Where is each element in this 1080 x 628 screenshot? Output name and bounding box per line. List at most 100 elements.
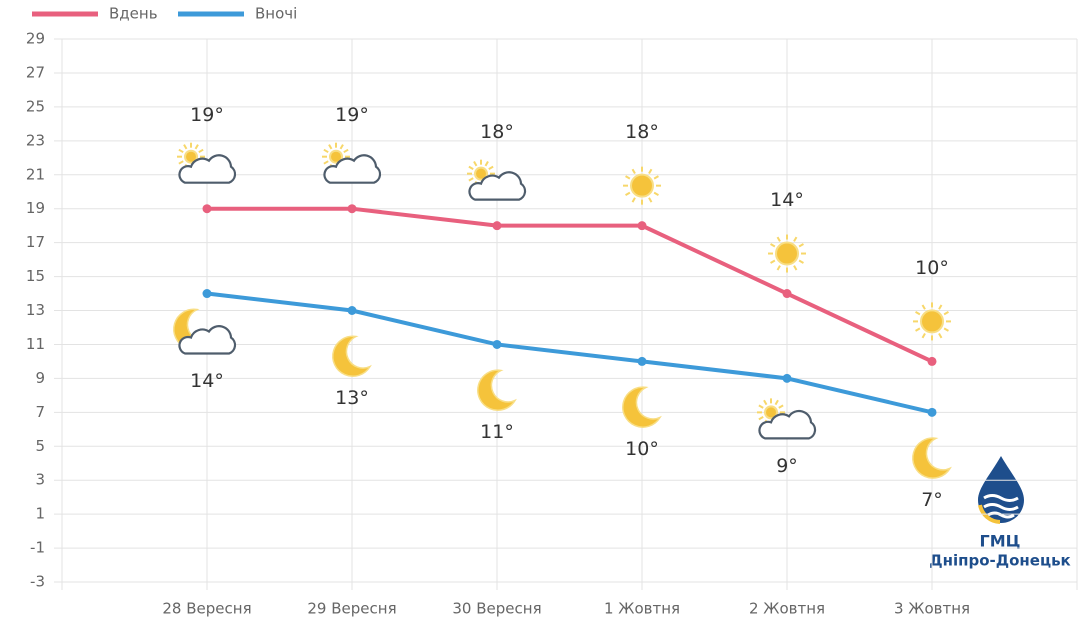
sun-icon: [177, 142, 205, 171]
value-label: 18°: [480, 121, 514, 143]
moon-icon: [912, 437, 952, 479]
y-tick-label: 15: [26, 267, 45, 285]
x-tick-label: 28 Вересня: [162, 600, 251, 618]
value-label: 10°: [915, 257, 949, 279]
y-tick-label: 25: [26, 97, 45, 115]
sun-ray: [770, 243, 776, 248]
value-label: 7°: [921, 489, 943, 511]
legend-label: Вдень: [109, 5, 158, 23]
sun-ray: [776, 236, 781, 242]
point: [927, 356, 937, 366]
series-line: [207, 206, 933, 364]
sun-ray: [484, 161, 489, 167]
sun-icon: [913, 302, 951, 341]
x-tick-label: 1 Жовтня: [604, 600, 680, 618]
value-label: 13°: [335, 387, 369, 409]
point: [202, 289, 212, 299]
sun-ray: [793, 265, 798, 271]
y-tick-label: 3: [35, 471, 45, 489]
point: [492, 221, 502, 231]
y-tick-label: 29: [26, 30, 45, 48]
sun-ray: [915, 311, 921, 316]
cloud-icon: [178, 154, 237, 184]
sun-disc: [329, 149, 343, 164]
sun-ray: [653, 191, 659, 197]
cloud-icon: [468, 171, 527, 201]
sun-ray: [938, 304, 943, 310]
point: [202, 204, 212, 214]
point: [492, 339, 502, 349]
y-tick-label: 27: [26, 63, 45, 81]
value-label: 9°: [776, 455, 798, 477]
sun-ray: [625, 191, 631, 197]
logo: ГМЦ Дніпро-Донецьк: [929, 456, 1071, 570]
sun-ray: [943, 327, 949, 332]
sun-ray: [323, 160, 329, 165]
x-tick-label: 29 Вересня: [307, 600, 396, 618]
sun-ray: [339, 144, 344, 150]
sun-ray: [915, 327, 921, 332]
y-tick-label: 19: [26, 199, 45, 217]
sun-ray: [468, 165, 474, 171]
point: [927, 407, 937, 417]
sun-ray: [198, 148, 204, 154]
legend-label: Вночі: [255, 5, 297, 23]
value-label: 19°: [335, 104, 369, 126]
sun-ray: [648, 197, 653, 203]
y-tick-label: 17: [26, 233, 45, 251]
sun-ray: [774, 399, 779, 406]
value-label: 18°: [625, 121, 659, 143]
y-tick-label: -1: [30, 539, 45, 557]
point: [637, 356, 647, 366]
sun-ray: [343, 148, 349, 154]
y-tick-label: 7: [35, 403, 45, 421]
sun-disc: [474, 166, 488, 181]
sun-ray: [758, 416, 764, 421]
sun-disc: [184, 149, 198, 164]
sun-ray: [938, 333, 943, 339]
y-tick-label: 1: [35, 505, 45, 523]
sun-ray: [631, 168, 636, 175]
logo-waves: [983, 494, 1019, 519]
value-label: 14°: [190, 370, 224, 392]
y-tick-label: -3: [30, 573, 45, 591]
sun-ray: [793, 236, 798, 242]
x-tick-label: 2 Жовтня: [749, 600, 825, 618]
y-tick-label: 9: [35, 369, 45, 387]
moon-icon: [332, 335, 372, 377]
sun-ray: [770, 259, 776, 264]
sun-ray: [328, 144, 333, 150]
y-tick-label: 21: [26, 165, 45, 183]
sun-ray: [776, 265, 781, 271]
logo-arc: [978, 504, 1001, 524]
sun-icon: [768, 234, 806, 273]
sun-ray: [323, 148, 329, 154]
sun-ray: [473, 161, 478, 167]
y-tick-label: 11: [26, 335, 45, 353]
sun-ray: [763, 399, 768, 406]
y-tick-label: 23: [26, 131, 45, 149]
sun-ray: [631, 197, 636, 203]
sun-disc: [764, 405, 778, 420]
y-tick-label: 5: [35, 437, 45, 455]
logo-line2: Дніпро-Донецьк: [929, 552, 1070, 570]
sun-ray: [758, 404, 764, 409]
cloud-icon: [323, 154, 382, 184]
sun-ray: [178, 160, 184, 165]
moon-icon: [622, 386, 662, 428]
value-label: 11°: [480, 421, 514, 443]
sun-ray: [488, 165, 494, 171]
sun-ray: [183, 144, 188, 150]
value-label: 19°: [190, 104, 224, 126]
logo-line1: ГМЦ: [980, 532, 1021, 551]
point: [347, 204, 357, 214]
sun-ray: [194, 144, 199, 150]
x-tick-label: 30 Вересня: [452, 600, 541, 618]
sun-ray: [798, 243, 804, 248]
sun-ray: [625, 175, 631, 180]
sun-ray: [921, 304, 926, 310]
value-label: 10°: [625, 438, 659, 460]
sun-ray: [653, 175, 659, 180]
